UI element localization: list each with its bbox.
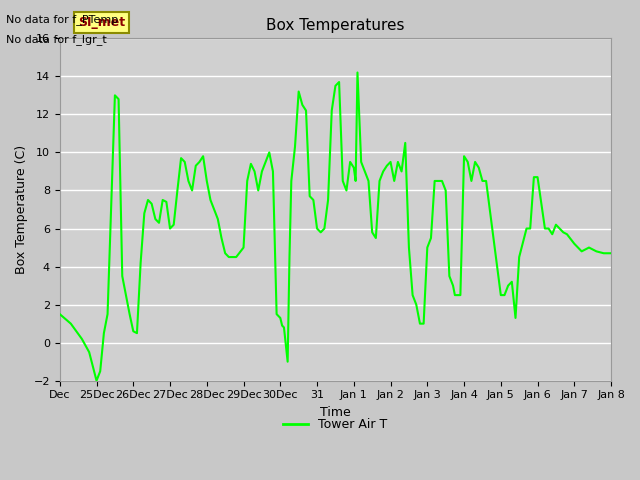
X-axis label: Time: Time [320,406,351,419]
Text: No data for f_lgr_t: No data for f_lgr_t [6,34,107,45]
Text: SI_met: SI_met [78,16,125,29]
Legend: Tower Air T: Tower Air T [278,413,392,436]
Title: Box Temperatures: Box Temperatures [266,18,404,33]
Text: No data for f_PTemp: No data for f_PTemp [6,14,118,25]
Y-axis label: Box Temperature (C): Box Temperature (C) [15,145,28,274]
